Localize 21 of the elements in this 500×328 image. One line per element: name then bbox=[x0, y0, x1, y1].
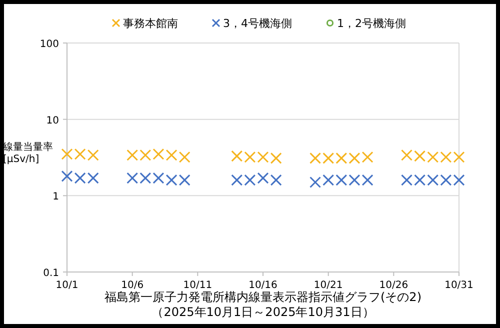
text: 福島第一原子力発電所構内線量表示器指示値グラフ(その2) bbox=[104, 290, 422, 304]
x-tick-label: 10/31 bbox=[444, 280, 474, 291]
point bbox=[61, 170, 73, 182]
y-tick-label: 0.1 bbox=[43, 268, 59, 279]
legend-label: 事務本館南 bbox=[123, 17, 178, 30]
x-tick-label: 10/6 bbox=[121, 280, 144, 291]
point bbox=[178, 151, 190, 163]
x-tick-label: 10/26 bbox=[379, 280, 408, 291]
point bbox=[270, 174, 282, 186]
point bbox=[257, 172, 269, 184]
x-tick-label: 10/1 bbox=[56, 280, 78, 291]
y-tick-label: 100 bbox=[40, 39, 59, 50]
y-tick-label: 1 bbox=[52, 192, 59, 203]
text: （2025年10月1日～2025年10月31日） bbox=[152, 305, 374, 319]
x-tick-label: 10/11 bbox=[183, 280, 212, 291]
y-tick-label: 10 bbox=[46, 115, 59, 126]
x-tick-label: 10/21 bbox=[314, 280, 343, 291]
point bbox=[310, 176, 322, 188]
legend-label: 1，2号機海側 bbox=[337, 17, 406, 30]
legend-label: 3，4号機海側 bbox=[223, 17, 292, 30]
x-tick-label: 10/16 bbox=[248, 280, 278, 291]
